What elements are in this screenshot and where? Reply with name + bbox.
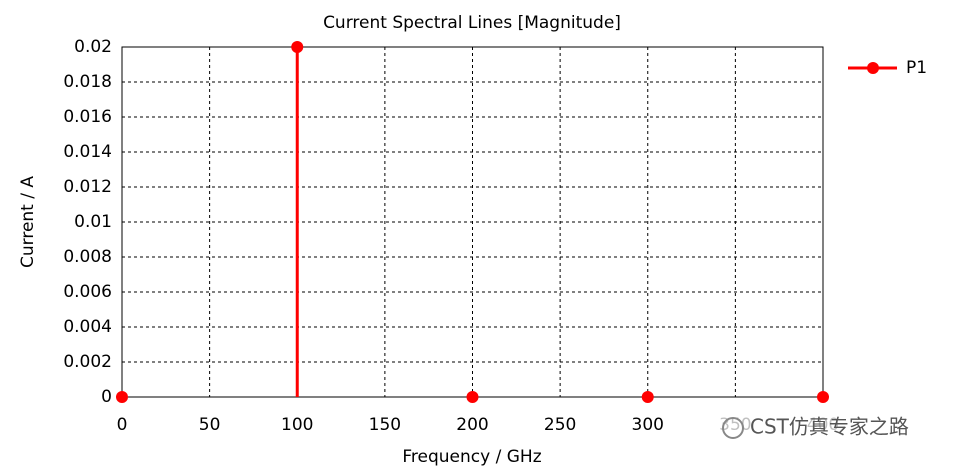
stem-marker	[291, 41, 304, 53]
x-tick-label: 100	[281, 415, 313, 435]
y-axis-label: Current / A	[18, 176, 38, 268]
legend-marker	[867, 62, 879, 74]
x-tick-label: 300	[632, 415, 664, 435]
stem-marker	[641, 391, 654, 403]
x-tick-label: 150	[369, 415, 401, 435]
y-tick-label: 0.02	[74, 37, 112, 57]
stem-marker	[817, 391, 829, 403]
y-tick-label: 0.016	[63, 107, 112, 127]
x-tick-label: 0	[117, 415, 128, 435]
y-tick-label: 0.01	[74, 212, 112, 232]
watermark-icon	[722, 417, 744, 439]
x-tick-label: 50	[199, 415, 221, 435]
watermark-bg	[712, 410, 952, 446]
y-tick-label: 0.002	[63, 352, 112, 372]
y-tick-label: 0.018	[63, 72, 112, 92]
x-tick-label: 250	[544, 415, 576, 435]
y-tick-label: 0.012	[63, 177, 112, 197]
chart-title: Current Spectral Lines [Magnitude]	[323, 13, 621, 33]
y-tick-label: 0.004	[63, 317, 112, 337]
y-tick-label: 0.006	[63, 282, 112, 302]
x-tick-label: 200	[456, 415, 488, 435]
stem-marker	[116, 391, 128, 403]
y-tick-label: 0	[101, 387, 112, 407]
legend-label: P1	[906, 58, 927, 78]
x-axis-label: Frequency / GHz	[402, 447, 541, 467]
y-tick-label: 0.014	[63, 142, 112, 162]
y-tick-label: 0.008	[63, 247, 112, 267]
stem-marker	[466, 391, 479, 403]
watermark: CST仿真专家之路	[750, 415, 909, 439]
